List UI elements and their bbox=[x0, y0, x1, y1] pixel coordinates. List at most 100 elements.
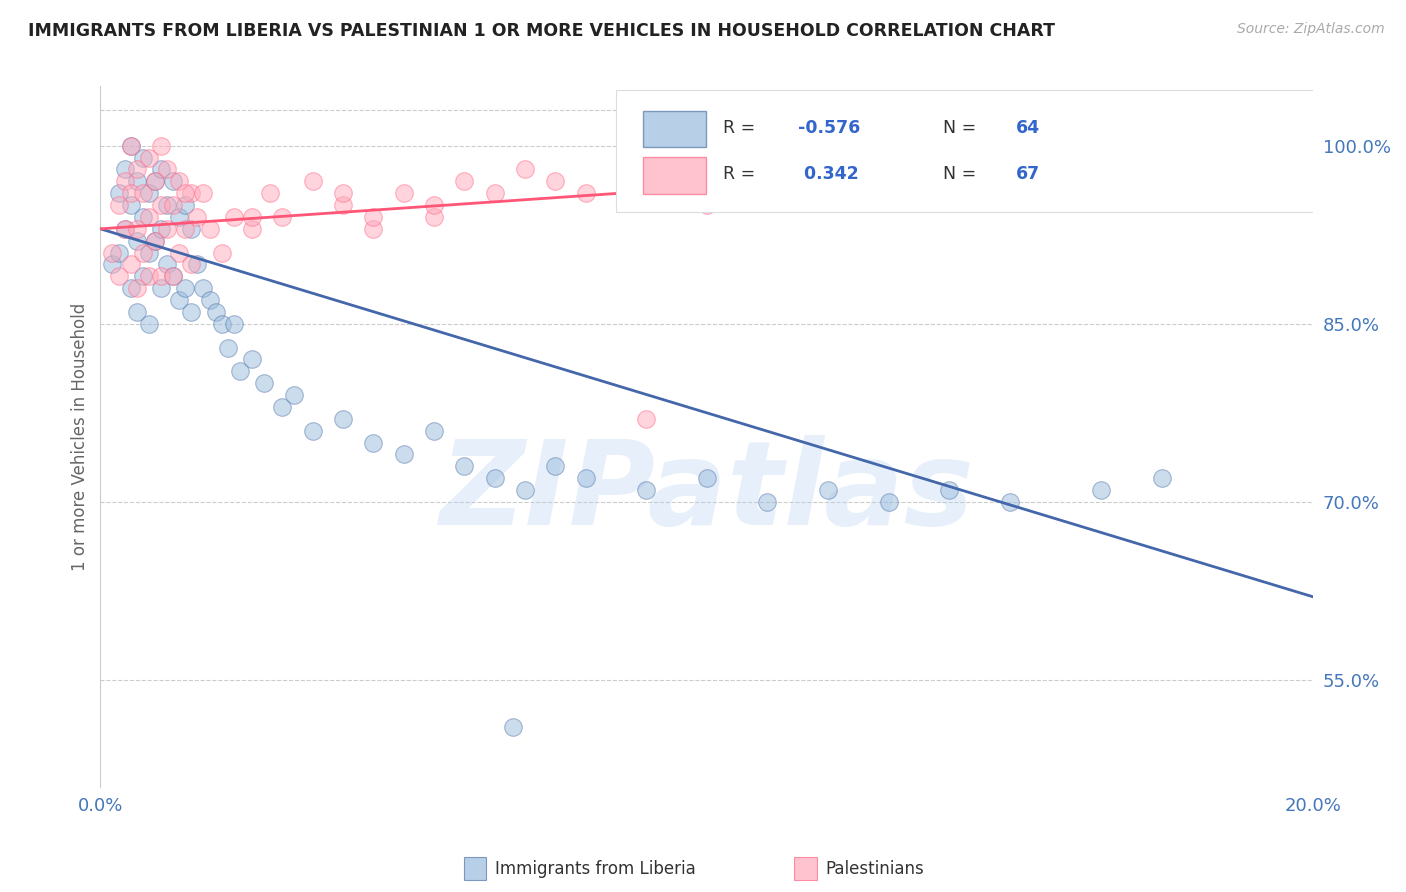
Point bbox=[125, 174, 148, 188]
Point bbox=[150, 281, 173, 295]
Point bbox=[332, 186, 354, 201]
Point bbox=[156, 198, 179, 212]
Point bbox=[150, 222, 173, 236]
Point bbox=[143, 174, 166, 188]
Point bbox=[453, 174, 475, 188]
Point bbox=[120, 186, 142, 201]
Point bbox=[138, 210, 160, 224]
Point bbox=[574, 471, 596, 485]
Point bbox=[150, 162, 173, 177]
Point bbox=[544, 459, 567, 474]
Point bbox=[908, 174, 931, 188]
Point bbox=[332, 198, 354, 212]
Point bbox=[696, 198, 718, 212]
Point bbox=[174, 222, 197, 236]
Point bbox=[138, 245, 160, 260]
Point bbox=[574, 186, 596, 201]
Point bbox=[114, 174, 136, 188]
Point bbox=[204, 305, 226, 319]
Point bbox=[544, 174, 567, 188]
Point bbox=[361, 435, 384, 450]
Point bbox=[756, 162, 779, 177]
Point bbox=[1150, 471, 1173, 485]
Point bbox=[150, 269, 173, 284]
Point bbox=[132, 186, 155, 201]
Point bbox=[259, 186, 281, 201]
Point bbox=[513, 483, 536, 497]
Point bbox=[120, 281, 142, 295]
Point bbox=[198, 293, 221, 307]
Point bbox=[101, 245, 124, 260]
Point bbox=[453, 459, 475, 474]
Point bbox=[107, 245, 129, 260]
Point bbox=[229, 364, 252, 378]
Text: 64: 64 bbox=[1017, 119, 1040, 136]
Point bbox=[193, 186, 215, 201]
Point bbox=[222, 210, 245, 224]
Point bbox=[186, 257, 208, 271]
Point bbox=[156, 257, 179, 271]
Point bbox=[240, 210, 263, 224]
Point bbox=[513, 162, 536, 177]
Point bbox=[198, 222, 221, 236]
Point bbox=[332, 411, 354, 425]
Y-axis label: 1 or more Vehicles in Household: 1 or more Vehicles in Household bbox=[72, 302, 89, 571]
Point bbox=[120, 138, 142, 153]
Point bbox=[120, 198, 142, 212]
Point bbox=[143, 174, 166, 188]
Point bbox=[283, 388, 305, 402]
Point bbox=[271, 400, 294, 414]
Point bbox=[120, 138, 142, 153]
Point bbox=[361, 210, 384, 224]
Point bbox=[636, 483, 658, 497]
Point bbox=[167, 293, 190, 307]
Point bbox=[180, 257, 202, 271]
Text: IMMIGRANTS FROM LIBERIA VS PALESTINIAN 1 OR MORE VEHICLES IN HOUSEHOLD CORRELATI: IMMIGRANTS FROM LIBERIA VS PALESTINIAN 1… bbox=[28, 22, 1054, 40]
Point bbox=[132, 210, 155, 224]
Point bbox=[132, 151, 155, 165]
Point bbox=[756, 495, 779, 509]
Point bbox=[423, 198, 446, 212]
Point bbox=[180, 186, 202, 201]
Point bbox=[125, 281, 148, 295]
Text: R =: R = bbox=[723, 165, 761, 183]
Point bbox=[1121, 174, 1143, 188]
FancyBboxPatch shape bbox=[643, 111, 706, 147]
Text: N =: N = bbox=[943, 119, 981, 136]
Text: 0.342: 0.342 bbox=[797, 165, 859, 183]
Point bbox=[114, 162, 136, 177]
Point bbox=[138, 186, 160, 201]
Point bbox=[180, 222, 202, 236]
Point bbox=[114, 222, 136, 236]
Point bbox=[817, 186, 839, 201]
Point bbox=[817, 483, 839, 497]
Point bbox=[167, 174, 190, 188]
Point bbox=[240, 222, 263, 236]
Text: Palestinians: Palestinians bbox=[825, 860, 924, 878]
Point bbox=[174, 281, 197, 295]
Point bbox=[101, 257, 124, 271]
Point bbox=[484, 186, 506, 201]
Point bbox=[1029, 127, 1052, 141]
Point bbox=[132, 269, 155, 284]
Point bbox=[107, 198, 129, 212]
Point bbox=[150, 138, 173, 153]
Point bbox=[301, 174, 323, 188]
Text: 67: 67 bbox=[1017, 165, 1040, 183]
Point bbox=[162, 198, 184, 212]
Text: Immigrants from Liberia: Immigrants from Liberia bbox=[495, 860, 696, 878]
Point bbox=[502, 721, 524, 735]
Point bbox=[132, 245, 155, 260]
Point bbox=[696, 471, 718, 485]
Point bbox=[211, 245, 233, 260]
Point bbox=[143, 234, 166, 248]
Point bbox=[174, 198, 197, 212]
Text: -0.576: -0.576 bbox=[797, 119, 860, 136]
Point bbox=[423, 424, 446, 438]
Point bbox=[107, 269, 129, 284]
Point bbox=[156, 222, 179, 236]
Point bbox=[998, 162, 1021, 177]
Point bbox=[271, 210, 294, 224]
Point bbox=[138, 317, 160, 331]
Point bbox=[167, 210, 190, 224]
